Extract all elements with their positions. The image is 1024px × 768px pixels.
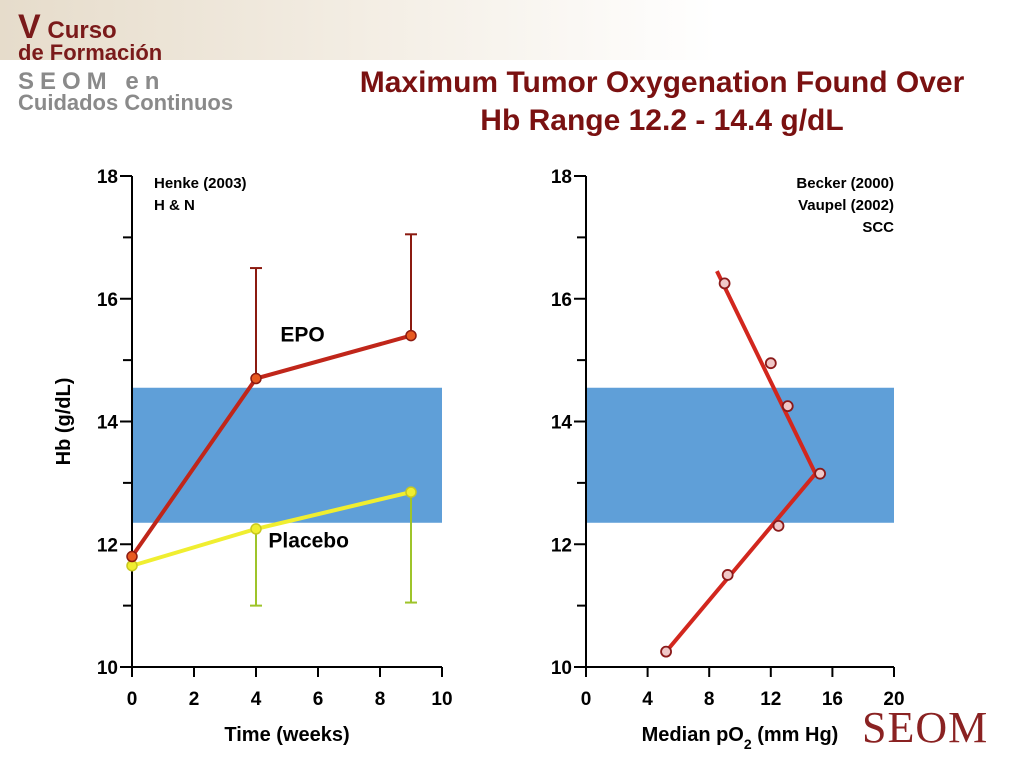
chart2-x-tick-label: 12 xyxy=(760,689,781,710)
epo-point xyxy=(405,329,417,342)
epo-point xyxy=(126,550,138,563)
logo-line-4: Cuidados Continuos xyxy=(18,90,234,115)
chart2-x-tick-label: 0 xyxy=(581,689,592,710)
chart2-y-tick-label: 16 xyxy=(551,290,572,311)
chart2-y-tick-label: 10 xyxy=(551,658,572,679)
chart2-hb-band xyxy=(586,387,894,523)
epo-point xyxy=(250,372,262,385)
po2-data-point xyxy=(718,277,731,290)
chart1-y-axis-title: Hb (g/dL) xyxy=(53,378,75,466)
chart1-x-tick-label: 10 xyxy=(431,689,452,710)
chart2-note-3: SCC xyxy=(862,219,894,236)
seom-brand-logo: SEOM xyxy=(862,703,989,752)
logo-curso: Curso xyxy=(40,17,117,44)
po2-data-point xyxy=(814,467,826,480)
chart1-y-tick-label: 10 xyxy=(97,658,118,679)
chart1-x-axis-title: Time (weeks) xyxy=(224,724,349,746)
chart2-x-tick-label: 4 xyxy=(642,689,653,710)
po2-data-point xyxy=(764,357,777,370)
po2-data-point xyxy=(781,400,794,413)
slide-title: Maximum Tumor Oxygenation Found Over Hb … xyxy=(300,64,1024,140)
chart2-y-tick-label: 18 xyxy=(551,167,572,188)
chart1-x-tick-label: 6 xyxy=(313,689,324,710)
logo-line-3: SEOM en xyxy=(18,68,166,95)
chart2-y-tick-label: 14 xyxy=(551,413,573,434)
po2-data-point xyxy=(660,645,672,658)
chart1-x-tick-label: 2 xyxy=(189,689,200,710)
chart1-y-tick-label: 18 xyxy=(97,167,118,188)
chart2-x-tick-label: 16 xyxy=(822,689,843,710)
chart1-y-tick-label: 14 xyxy=(97,413,119,434)
chart1-note-2: H & N xyxy=(154,197,195,214)
slide-title-line-1: Maximum Tumor Oxygenation Found Over xyxy=(359,66,965,99)
po2-data-point xyxy=(721,569,734,581)
chart2-x-axis-title-subscript: 2 xyxy=(744,736,752,752)
chart2-x-axis-title: Median pO2 (mm Hg) xyxy=(642,724,839,752)
logo-line-1: V Curso xyxy=(18,8,117,47)
epo-series-label: EPO xyxy=(280,324,324,347)
chart2-y-tick-label: 12 xyxy=(551,535,572,556)
chart2-note-2: Vaupel (2002) xyxy=(798,197,894,214)
chart1-x-tick-label: 8 xyxy=(375,689,386,710)
chart1-x-tick-label: 0 xyxy=(127,689,138,710)
chart2-note-1: Becker (2000) xyxy=(796,175,894,192)
po2-data-point xyxy=(772,519,785,532)
chart1-hb-band xyxy=(132,387,442,523)
chart2-x-tick-label: 8 xyxy=(704,689,715,710)
placebo-point xyxy=(405,486,417,498)
slide-title-line-2: Hb Range 12.2 - 14.4 g/dL xyxy=(480,104,844,137)
course-logo: V Curso de Formación SEOM en Cuidados Co… xyxy=(18,8,268,118)
header-band xyxy=(0,0,1024,60)
chart1-x-tick-label: 4 xyxy=(251,689,262,710)
chart2-x-axis-title-units: (mm Hg) xyxy=(752,724,839,746)
logo-line-2: de Formación xyxy=(18,40,163,65)
chart1-note-1: Henke (2003) xyxy=(154,175,247,192)
placebo-series-label: Placebo xyxy=(268,529,349,552)
chart1-y-tick-label: 16 xyxy=(97,290,118,311)
placebo-point xyxy=(250,523,262,535)
chart2-x-tick-label: 20 xyxy=(883,689,904,710)
logo-roman-numeral: V xyxy=(18,8,41,46)
chart1-y-tick-label: 12 xyxy=(97,535,118,556)
